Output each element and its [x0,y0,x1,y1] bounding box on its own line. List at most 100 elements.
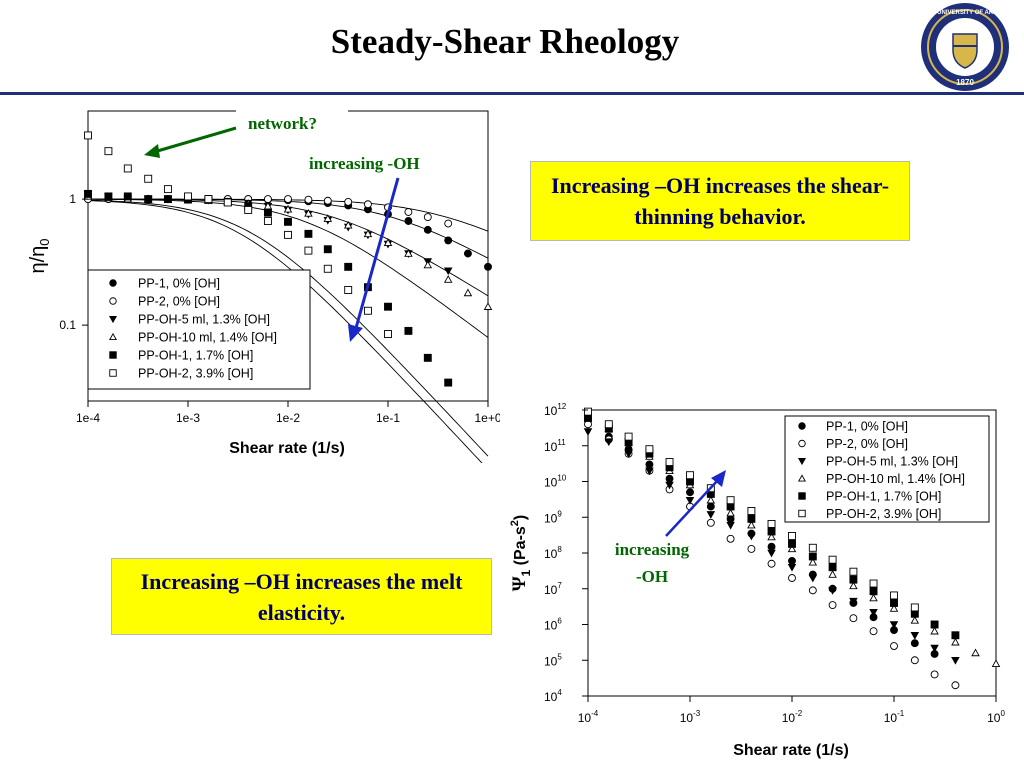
chart2-legend-marker-pp-oh-1-1-7-oh [798,492,806,500]
chart1-x-tick-label: 1e-2 [276,411,300,425]
chart2-point-pp-oh-5-ml-1-3-oh [787,563,797,572]
chart1-point-pp-oh-10-ml-1-4-oh [383,238,393,247]
chart2-point-pp-2-0-oh [849,614,858,623]
chart2-point-pp-oh-2-3-9-oh [604,420,613,429]
chart2-legend-marker-pp-oh-10-ml-1-4-oh [797,474,807,482]
chart2-increasing-arrowhead [711,470,726,487]
chart2-y-label-sup: 2 [509,520,521,526]
chart2-point-pp-oh-10-ml-1-4-oh [849,581,858,590]
chart1-legend-label: PP-OH-1, 1.7% [OH] [138,349,253,363]
chart1-legend-marker-pp-2-0-oh [109,297,117,305]
chart1-point-pp-oh-2-3-9-oh [384,330,392,338]
chart2-point-pp-oh-2-3-9-oh [890,591,898,600]
chart1-point-pp-oh-10-ml-1-4-oh [443,275,453,283]
chart2-point-pp-oh-2-3-9-oh [584,407,592,416]
chart1-point-pp-oh-1-1-7-oh [104,192,113,201]
chart1-point-pp-oh-2-3-9-oh [344,286,353,294]
chart2-point-pp-oh-2-3-9-oh [849,567,858,576]
chart1-annotation-network: network? [248,114,317,133]
chart2-y-tick-label: 108 [544,545,562,561]
chart1-point-pp-1-0-oh [444,236,453,245]
chart2-point-pp-oh-5-ml-1-3-oh [583,428,593,436]
chart2-point-pp-oh-2-3-9-oh [665,458,674,466]
chart1-point-pp-oh-2-3-9-oh [244,206,253,214]
chart2-point-pp-oh-5-ml-1-3-oh [930,644,939,653]
chart2-point-pp-oh-10-ml-1-4-oh [767,532,776,541]
chart2-point-pp-oh-2-3-9-oh [788,531,796,540]
chart1-point-pp-oh-10-ml-1-4-oh [404,249,413,257]
chart1-legend-label: PP-2, 0% [OH] [138,295,220,309]
chart1-point-pp-oh-1-1-7-oh [444,378,453,387]
chart1-point-pp-oh-1-1-7-oh [404,326,413,335]
chart2-point-pp-2-0-oh [726,534,735,543]
chart2-y-tick-label: 1010 [544,474,567,490]
chart2-point-pp-1-0-oh [767,542,776,551]
chart2-y-tick-label: 107 [544,581,562,597]
chart2-legend-marker-pp-1-0-oh [798,422,806,430]
chart2-legend-entries: PP-1, 0% [OH] PP-2, 0% [OH] PP-OH-5 ml, 1.… [797,420,965,521]
chart2-point-pp-oh-5-ml-1-3-oh [685,496,695,505]
title-divider [0,92,1024,95]
chart2-point-pp-1-0-oh [910,639,919,648]
chart1-fit-pp-oh-1-1-7-oh [87,200,483,463]
chart1-point-pp-oh-1-1-7-oh [123,192,132,201]
chart2-point-pp-oh-5-ml-1-3-oh [869,609,878,617]
chart2-point-pp-1-0-oh [665,474,674,483]
chart2-point-pp-oh-1-1-7-oh [849,575,858,584]
chart2-point-pp-oh-2-3-9-oh [747,507,756,515]
chart2-point-pp-oh-10-ml-1-4-oh [869,593,878,602]
chart2-point-pp-oh-1-1-7-oh [767,527,776,536]
chart2-point-pp-oh-5-ml-1-3-oh [645,467,654,476]
chart1-point-pp-1-0-oh [463,249,472,258]
chart2-point-pp-oh-5-ml-1-3-oh [951,657,960,665]
seal-year: 1870 [956,78,974,87]
chart2-point-pp-oh-5-ml-1-3-oh [808,574,818,583]
chart2-point-pp-oh-2-3-9-oh [808,543,817,552]
chart2-annotation-increasing: increasing [615,540,690,559]
chart2-point-pp-oh-5-ml-1-3-oh [726,521,735,530]
chart1-point-pp-oh-10-ml-1-4-oh [423,260,433,269]
chart2-point-pp-oh-2-3-9-oh [767,519,776,528]
chart2-data-points [583,407,1001,690]
chart1-legend-box [87,269,311,390]
seal-ring-text: THE UNIVERSITY OF AKRON [923,10,1006,16]
chart2-y-label-rest: (Pa-s [512,526,529,570]
chart1-point-pp-oh-2-3-9-oh [144,174,153,183]
chart1-point-pp-1-0-oh [484,262,492,271]
chart2-point-pp-oh-5-ml-1-3-oh [767,549,776,558]
chart2-point-pp-2-0-oh [747,544,756,553]
chart2-point-pp-oh-2-3-9-oh [910,603,919,612]
chart1-point-pp-oh-10-ml-1-4-oh [323,214,333,222]
chart1-fit-pp-oh-2-3-9-oh [87,199,489,457]
chart1-increasing-arrow [354,177,400,329]
chart2-point-pp-oh-1-1-7-oh [890,599,898,607]
chart2-legend-marker-pp-2-0-oh [798,439,806,448]
chart1-point-pp-oh-1-1-7-oh [84,189,92,198]
chart1-point-pp-2-0-oh [323,196,332,205]
chart1-point-pp-oh-1-1-7-oh [384,302,392,311]
chart2-y-tick-label: 1012 [544,402,567,418]
chart1-point-pp-oh-2-3-9-oh [163,185,172,194]
chart1-legend-marker-pp-oh-5-ml-1-3-oh [108,315,118,324]
chart2-point-pp-2-0-oh [910,656,919,665]
seal-gold-ring [927,9,1003,85]
chart1-point-pp-oh-10-ml-1-4-oh [363,229,373,238]
chart2-y-axis-label: Ψ1 (Pa-s2) [509,515,533,592]
chart1-y-tick-label: 0.1 [59,318,76,332]
chart1-point-pp-oh-2-3-9-oh [304,246,313,255]
chart1-point-pp-oh-2-3-9-oh [84,131,92,140]
chart2-point-pp-1-0-oh [706,502,715,511]
chart2-point-pp-oh-10-ml-1-4-oh [747,520,756,529]
chart1-point-pp-oh-2-3-9-oh [323,264,332,273]
chart1-point-pp-oh-2-3-9-oh [123,164,132,173]
chart1-point-pp-oh-2-3-9-oh [284,230,292,239]
chart2-point-pp-oh-1-1-7-oh [869,587,878,596]
chart1-point-pp-oh-2-3-9-oh [263,217,272,225]
chart1-point-pp-oh-1-1-7-oh [323,245,332,254]
chart1-increasing-arrowhead [348,324,363,342]
chart2-point-pp-2-0-oh [767,559,776,568]
chart2-y-label-main: Ψ [509,576,530,591]
chart2-point-pp-2-0-oh [951,681,960,690]
chart1-point-pp-2-0-oh [363,200,372,209]
chart2-point-pp-oh-5-ml-1-3-oh [624,450,633,459]
